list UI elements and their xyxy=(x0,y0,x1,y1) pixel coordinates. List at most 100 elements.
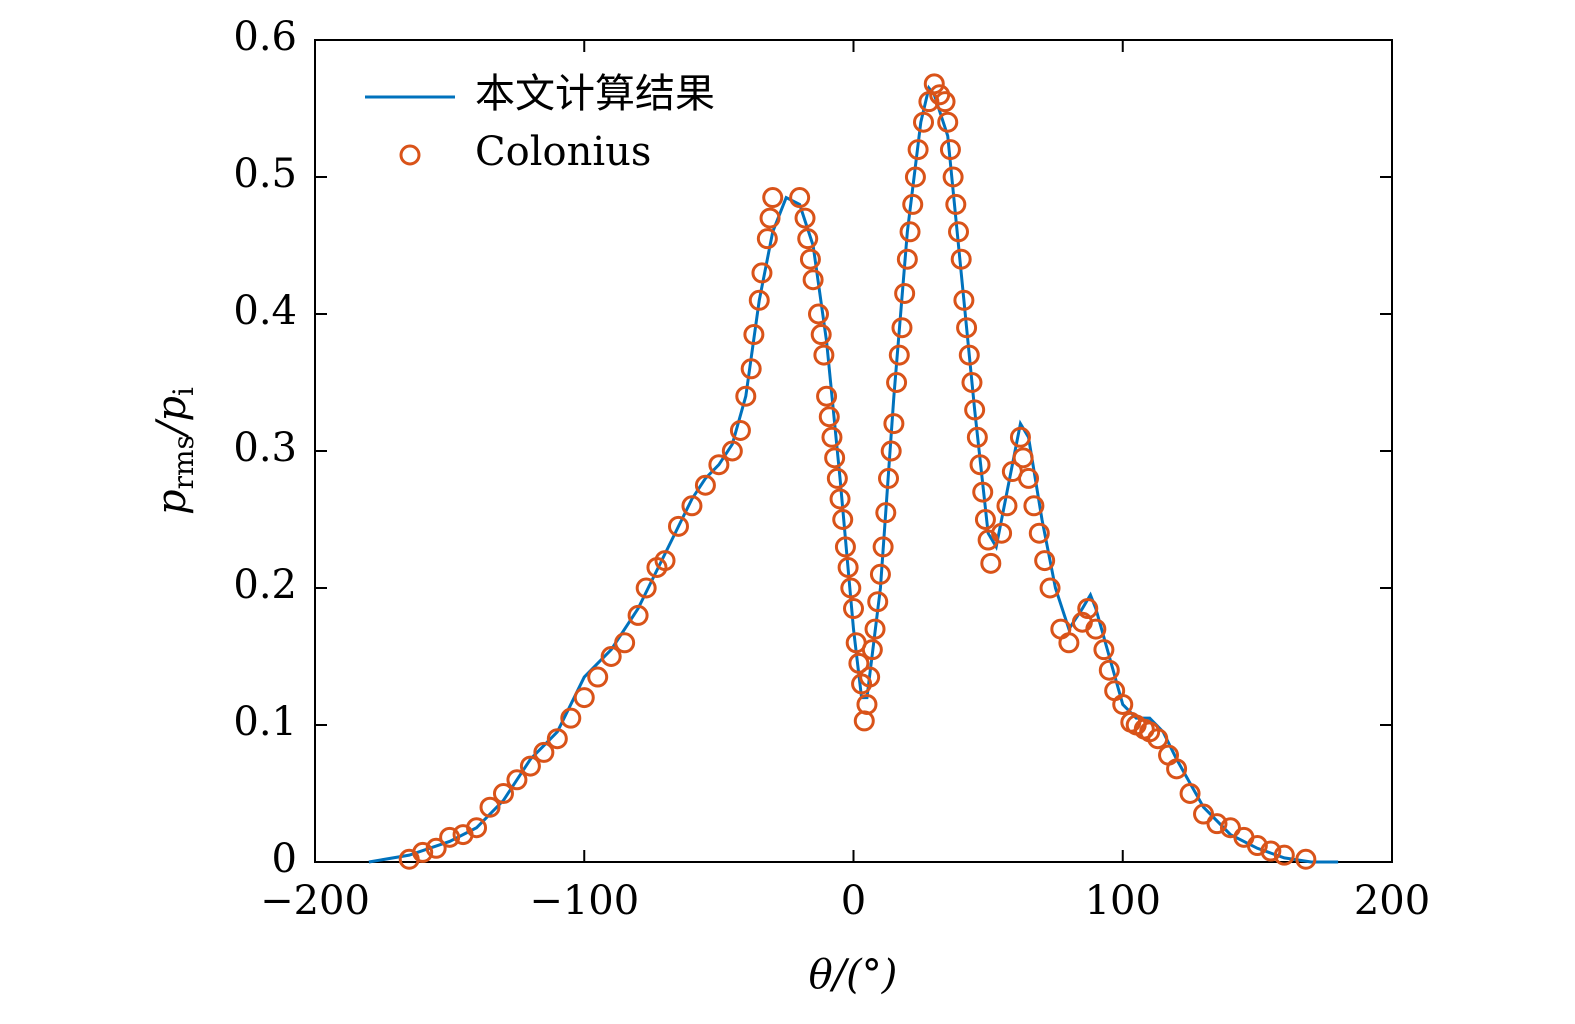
data-point xyxy=(729,419,751,441)
data-point xyxy=(816,385,838,407)
y-tick-label: 0.6 xyxy=(233,14,297,60)
data-point xyxy=(958,344,980,366)
data-point xyxy=(902,193,924,215)
data-point xyxy=(966,426,988,448)
data-point xyxy=(1077,598,1099,620)
data-point xyxy=(1009,426,1031,448)
data-point xyxy=(799,248,821,270)
data-point xyxy=(756,228,778,250)
data-point xyxy=(560,707,582,729)
data-point xyxy=(533,741,555,763)
data-point xyxy=(1012,447,1034,469)
data-point xyxy=(587,666,609,688)
data-point xyxy=(894,282,916,304)
data-point xyxy=(859,666,881,688)
data-point xyxy=(904,166,926,188)
series-line xyxy=(368,84,1339,864)
y-tick-label: 0.4 xyxy=(233,288,297,334)
data-point xyxy=(1166,758,1188,780)
data-point xyxy=(439,826,461,848)
data-point xyxy=(1028,522,1050,544)
y-tick-label: 0.3 xyxy=(233,425,297,471)
data-point xyxy=(953,289,975,311)
data-point xyxy=(1246,835,1268,857)
data-point xyxy=(762,187,784,209)
data-point xyxy=(412,841,434,863)
data-point xyxy=(1034,550,1056,572)
data-point xyxy=(1273,844,1295,866)
data-point xyxy=(961,372,983,393)
data-point xyxy=(824,447,846,469)
data-point xyxy=(1147,728,1169,750)
data-point xyxy=(969,454,991,476)
y-tick-label: 0.2 xyxy=(233,562,297,608)
data-point xyxy=(1179,783,1201,804)
data-point xyxy=(759,207,781,229)
data-point xyxy=(721,440,743,462)
data-point xyxy=(1098,659,1120,681)
data-point xyxy=(1085,618,1107,640)
data-point xyxy=(479,796,501,818)
data-point xyxy=(950,248,972,270)
data-point xyxy=(867,591,889,613)
legend-marker xyxy=(399,144,421,166)
data-point xyxy=(942,166,964,188)
data-point xyxy=(896,248,918,270)
y-axis-label-subscript: rms xyxy=(167,435,200,489)
data-point xyxy=(466,817,488,839)
data-point xyxy=(934,91,956,113)
data-point xyxy=(869,563,891,585)
data-point xyxy=(735,385,757,407)
data-point xyxy=(1023,495,1045,517)
x-tick-label: −100 xyxy=(529,878,639,924)
data-point xyxy=(681,495,703,517)
data-point xyxy=(789,187,811,209)
legend-label: Colonius xyxy=(475,129,651,175)
data-point xyxy=(980,552,1002,574)
data-point xyxy=(878,467,900,489)
data-point xyxy=(654,550,676,572)
y-axis-label-part: /p xyxy=(149,396,195,439)
x-tick-label: 200 xyxy=(1354,878,1430,924)
data-point xyxy=(864,618,886,640)
data-point xyxy=(1018,467,1040,489)
data-point xyxy=(694,474,716,496)
data-point xyxy=(891,317,913,339)
data-point xyxy=(848,652,870,674)
data-point xyxy=(1093,639,1115,661)
data-point xyxy=(797,228,819,250)
data-point xyxy=(1193,803,1215,825)
data-point xyxy=(708,454,730,476)
data-point xyxy=(751,262,773,284)
data-point xyxy=(573,687,595,709)
data-point xyxy=(939,139,961,161)
x-axis-label: θ/(°) xyxy=(809,952,898,998)
data-point xyxy=(991,522,1013,544)
y-tick-label: 0.5 xyxy=(233,151,297,197)
data-point xyxy=(1039,577,1061,599)
data-point xyxy=(614,632,636,654)
data-point xyxy=(627,604,649,626)
data-point xyxy=(964,399,986,421)
data-point xyxy=(913,111,935,133)
data-point xyxy=(945,193,967,215)
y-axis-label: prms/pi xyxy=(149,387,200,515)
data-point xyxy=(834,536,856,558)
y-axis-label-part: p xyxy=(149,489,195,515)
data-point xyxy=(899,221,921,243)
data-point xyxy=(794,207,816,229)
data-point xyxy=(807,303,829,325)
data-point xyxy=(923,73,945,95)
data-point xyxy=(667,515,689,537)
data-point xyxy=(635,577,657,599)
x-tick-label: 100 xyxy=(1085,878,1161,924)
data-point xyxy=(837,556,859,578)
data-point xyxy=(832,509,854,530)
data-point xyxy=(600,646,622,667)
data-point xyxy=(861,639,883,661)
data-point xyxy=(743,324,765,346)
data-point xyxy=(1295,848,1317,870)
data-point xyxy=(937,111,959,133)
data-point xyxy=(1112,693,1134,715)
